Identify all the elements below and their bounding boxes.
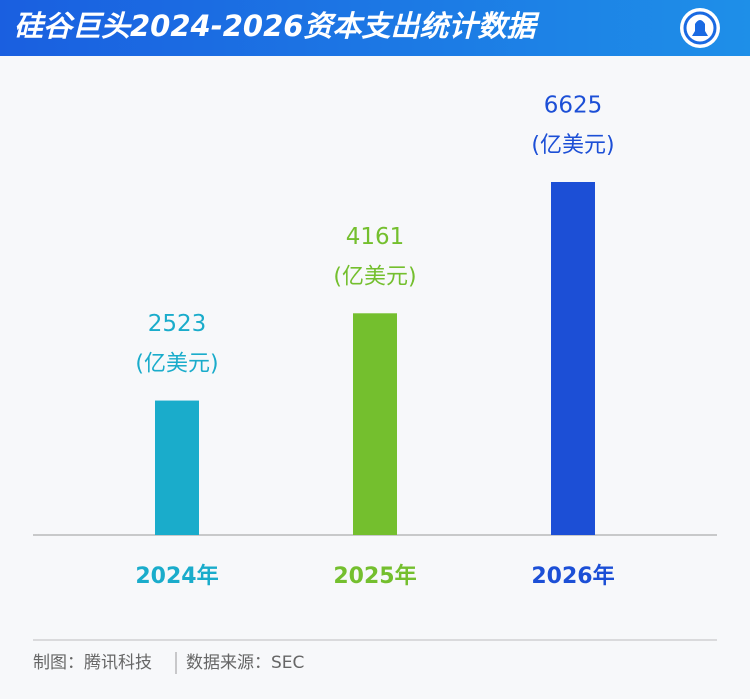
bar <box>155 400 199 535</box>
unit-label: (亿美元) <box>333 264 416 289</box>
x-tick-label: 2026年 <box>531 563 614 589</box>
header-band <box>0 0 750 56</box>
credit: 制图：腾讯科技 <box>33 653 152 673</box>
unit-label: (亿美元) <box>531 133 614 158</box>
bar <box>353 313 397 535</box>
x-tick-label: 2024年 <box>135 563 218 589</box>
unit-label: (亿美元) <box>135 352 218 377</box>
value-label: 4161 <box>346 224 405 250</box>
x-tick-label: 2025年 <box>333 563 416 589</box>
bar <box>551 182 595 535</box>
value-label: 6625 <box>544 93 603 119</box>
chart-title: 硅谷巨头2024-2026资本支出统计数据 <box>14 9 540 43</box>
value-label: 2523 <box>148 311 207 337</box>
logo-icon <box>680 8 720 48</box>
source: 数据来源：SEC <box>186 653 304 673</box>
